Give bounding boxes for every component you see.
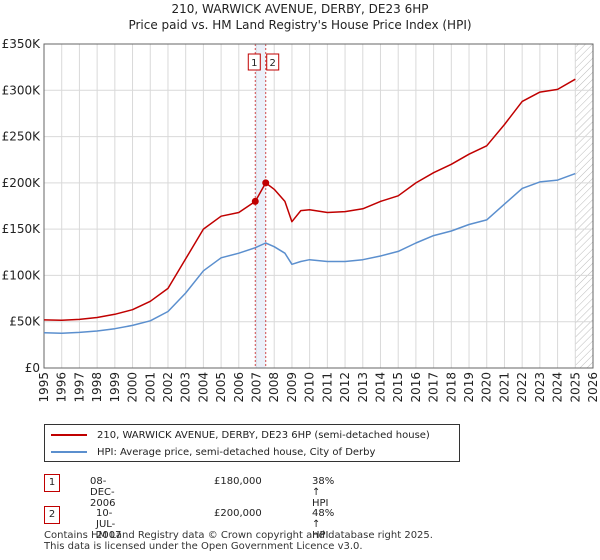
sale-price-1: £180,000 xyxy=(214,476,262,487)
x-tick-label-1998: 1998 xyxy=(90,372,104,403)
sale-date-2: 10-JUL-2007 xyxy=(96,508,122,541)
sale-hpi-2: 48% ↑ HPI xyxy=(312,508,335,541)
x-tick-label-2015: 2015 xyxy=(391,372,405,403)
sale-point-2 xyxy=(262,179,270,187)
sale-label-1: 1 xyxy=(251,58,257,69)
x-tick-label-2009: 2009 xyxy=(285,372,299,403)
x-tick-label-2006: 2006 xyxy=(232,372,246,403)
sale-period-band xyxy=(255,44,266,368)
x-tick-label-2026: 2026 xyxy=(586,372,600,403)
sale-hpi-1: 38% ↑ HPI xyxy=(312,476,335,509)
legend-label-hpi: HPI: Average price, semi-detached house,… xyxy=(97,446,376,458)
price-chart: £0 £50K £100K £150K £200K £250K £300K £350K 1995… xyxy=(2,37,600,403)
y-tick-label-4: £200K xyxy=(2,176,42,190)
legend-line-hpi xyxy=(51,451,87,453)
x-tick-label-2005: 2005 xyxy=(214,372,228,403)
x-tick-label-2019: 2019 xyxy=(462,372,476,403)
sale-badge-1: 1 xyxy=(44,474,60,492)
x-tick-label-1999: 1999 xyxy=(108,372,122,403)
x-tick-label-2008: 2008 xyxy=(267,372,281,403)
x-tick-label-2016: 2016 xyxy=(409,372,423,403)
y-tick-label-2: £100K xyxy=(2,268,42,282)
y-tick-label-1: £50K xyxy=(9,315,41,329)
forecast-region xyxy=(575,44,593,368)
x-tick-label-2010: 2010 xyxy=(303,372,317,403)
chart-subtitle: Price paid vs. HM Land Registry's House … xyxy=(128,18,472,32)
x-tick-label-2001: 2001 xyxy=(143,372,157,403)
x-tick-label-2017: 2017 xyxy=(427,372,441,403)
y-tick-label-6: £300K xyxy=(2,83,42,97)
sale-point-1 xyxy=(251,197,259,205)
x-tick-label-2023: 2023 xyxy=(533,372,547,403)
x-tick-label-2000: 2000 xyxy=(126,372,140,403)
sale-label-box-2 xyxy=(266,53,280,71)
x-tick-label-2003: 2003 xyxy=(179,372,193,403)
x-tick-label-1997: 1997 xyxy=(72,372,86,403)
x-tick-label-2021: 2021 xyxy=(497,372,511,403)
sale-date-1: 08-DEC-2006 xyxy=(90,476,116,509)
legend-line-property xyxy=(51,434,87,436)
footer-copyright: Contains HM Land Registry data © Crown c… xyxy=(44,530,433,541)
y-tick-label-3: £150K xyxy=(2,222,42,236)
footer-licence: This data is licensed under the Open Gov… xyxy=(44,541,363,552)
chart-legend: 210, WARWICK AVENUE, DERBY, DE23 6HP (se… xyxy=(44,424,460,462)
x-tick-label-2013: 2013 xyxy=(356,372,370,403)
plot-frame xyxy=(43,43,594,369)
x-tick-label-2018: 2018 xyxy=(444,372,458,403)
legend-item-property: 210, WARWICK AVENUE, DERBY, DE23 6HP (se… xyxy=(51,427,430,443)
footer: Contains HM Land Registry data © Crown c… xyxy=(44,530,433,552)
series-line-hpi xyxy=(43,172,576,335)
legend-label-property: 210, WARWICK AVENUE, DERBY, DE23 6HP (se… xyxy=(97,429,430,441)
y-tick-label-5: £250K xyxy=(2,130,42,144)
x-tick-label-2014: 2014 xyxy=(373,372,387,403)
x-tick-label-2020: 2020 xyxy=(480,372,494,403)
sale-price-2: £200,000 xyxy=(214,508,262,519)
x-tick-label-2022: 2022 xyxy=(515,372,529,403)
series-line-property xyxy=(43,78,576,322)
x-tick-label-2004: 2004 xyxy=(196,372,210,403)
x-tick-label-2007: 2007 xyxy=(250,372,264,403)
legend-item-hpi: HPI: Average price, semi-detached house,… xyxy=(51,444,375,460)
x-tick-label-2012: 2012 xyxy=(338,372,352,403)
x-tick-label-2011: 2011 xyxy=(320,372,334,403)
y-tick-label-0: £0 xyxy=(25,361,40,375)
x-tick-label-2024: 2024 xyxy=(551,372,565,403)
x-tick-label-1996: 1996 xyxy=(55,372,69,403)
x-tick-label-1995: 1995 xyxy=(37,372,51,403)
sale-badge-2: 2 xyxy=(44,506,60,524)
x-tick-label-2025: 2025 xyxy=(568,372,582,403)
sale-label-box-1 xyxy=(247,53,261,71)
y-tick-label-7: £350K xyxy=(2,37,42,51)
sale-label-2: 2 xyxy=(270,58,276,69)
x-tick-label-2002: 2002 xyxy=(161,372,175,403)
chart-title: 210, WARWICK AVENUE, DERBY, DE23 6HP xyxy=(171,2,429,16)
